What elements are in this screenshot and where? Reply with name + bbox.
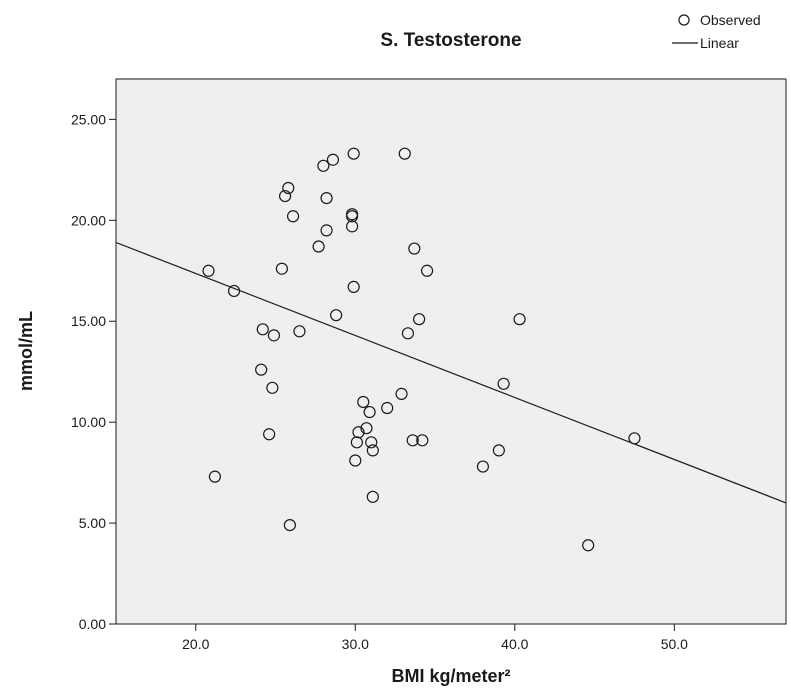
observed-point [357,395,370,409]
observed-point [352,426,365,439]
observed-point [202,264,215,277]
linear-fit-line [115,241,787,504]
observed-point [266,381,279,394]
y-tick-label: 20.00 [71,212,106,228]
points-layer [202,147,641,552]
observed-point [401,327,415,340]
observed-point [366,490,379,503]
observed-point [513,313,526,326]
observed-point [582,539,595,552]
observed-point [275,262,289,275]
observed-point [282,181,295,195]
observed-point [398,147,411,160]
y-tick-label: 0.00 [79,616,106,632]
observed-point [412,313,426,326]
chart-title: S. Testosterone [380,30,521,51]
observed-point [208,470,222,483]
observed-point [330,309,343,322]
x-tick-label: 30.0 [342,636,369,652]
x-axis-title: BMI kg/meter² [391,666,510,686]
observed-point [349,454,362,467]
observed-point [350,436,363,449]
observed-point [420,264,434,277]
observed-point [283,518,296,532]
legend-label-observed: Observed [700,12,761,28]
observed-point [363,405,376,419]
observed-point [347,280,360,294]
observed-point [366,444,379,457]
observed-point [326,153,340,166]
observed-point [320,224,333,237]
observed-point [320,191,333,205]
observed-point [278,189,292,203]
observed-point [416,434,429,447]
observed-point [293,325,306,338]
y-tick-label: 15.00 [71,313,106,329]
observed-point [267,329,281,342]
observed-point [255,363,268,376]
observed-point [476,460,490,473]
observed-point [312,240,325,253]
observed-point [492,444,505,457]
y-tick-label: 25.00 [71,111,106,127]
y-axis-title: mmol/mL [16,311,36,391]
observed-point [263,428,276,441]
x-tick-label: 40.0 [501,636,528,652]
y-tick-label: 10.00 [71,414,106,430]
observed-point [381,401,394,415]
observed-point [286,210,300,223]
observed-point [497,377,510,390]
observed-point [406,434,419,447]
observed-point [256,323,269,336]
observed-point [365,436,378,449]
legend: Observed Linear [672,12,761,51]
observed-point [408,242,421,255]
observed-point [345,220,359,233]
axes: 0.00 5.00 10.00 15.00 20.00 25.00 20.0 30.0 40.0… [71,111,688,652]
x-tick-label: 50.0 [661,636,688,652]
x-tick-label: 20.0 [182,636,209,652]
observed-point [628,432,641,445]
legend-circle-marker [678,14,690,26]
y-tick-label: 5.00 [79,515,106,531]
fit-line-layer [115,241,787,504]
observed-point [395,387,408,400]
plot-area [115,78,787,625]
observed-point [345,210,359,223]
observed-point [227,284,241,298]
observed-point [347,147,360,160]
legend-label-linear: Linear [700,35,739,51]
observed-point [360,422,373,435]
observed-point [317,159,330,172]
